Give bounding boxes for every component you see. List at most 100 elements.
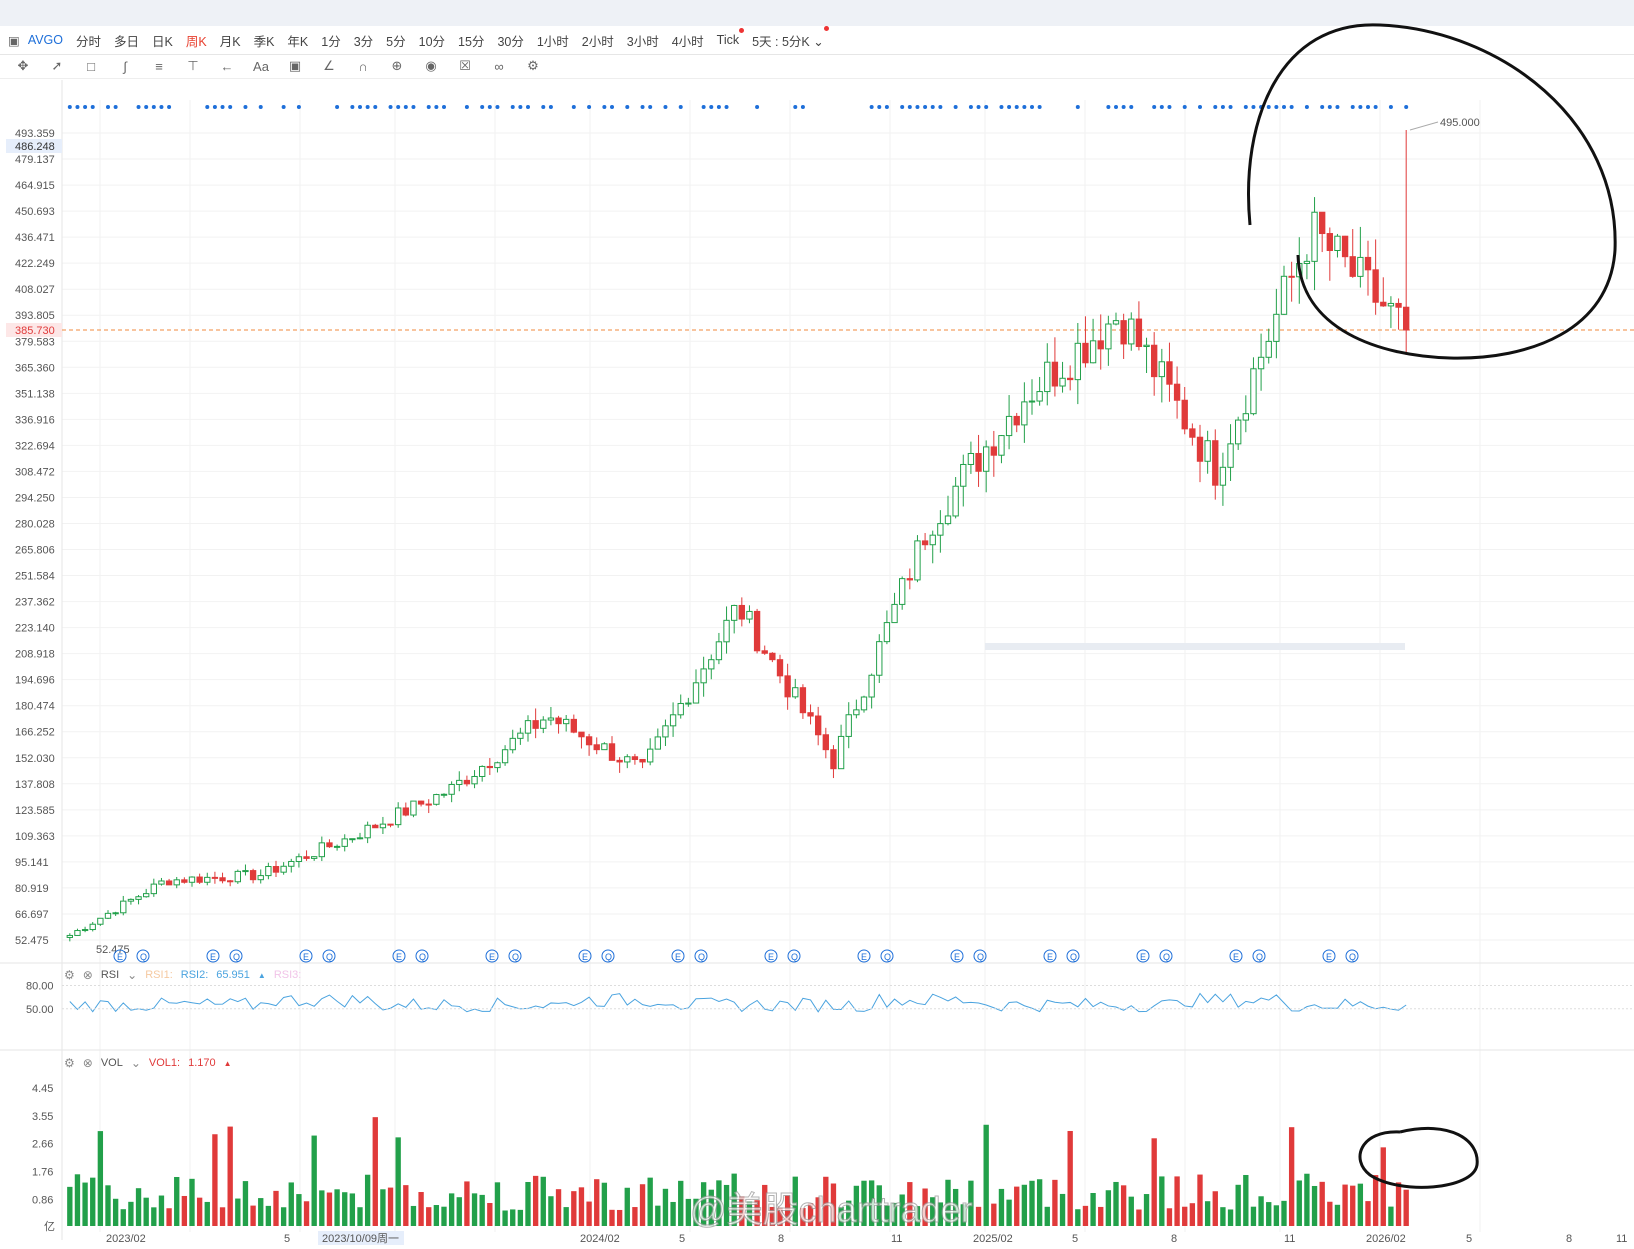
candle-body — [1089, 340, 1097, 364]
pattern-tool-icon[interactable]: ∫ — [123, 58, 127, 74]
period-tab[interactable]: 3分 — [353, 34, 374, 49]
period-tab[interactable]: 3小时 — [626, 34, 659, 49]
event-dot — [625, 105, 630, 109]
delete-icon[interactable]: ☒ — [459, 58, 471, 73]
event-dot — [335, 105, 340, 109]
earnings-q-letter: Q — [791, 952, 798, 962]
candle-body — [1349, 256, 1356, 277]
volume-bar — [189, 1178, 195, 1226]
period-tab-multiday[interactable]: 5天 : 5分K ⌄ — [752, 25, 829, 50]
candle-body — [1074, 342, 1081, 381]
fib-tool-icon[interactable]: ≡ — [155, 58, 163, 74]
chevron-down-icon[interactable]: ⌄ — [127, 968, 138, 982]
price-tick-label: 223.140 — [15, 623, 55, 635]
candle-body — [402, 807, 409, 816]
candle-body — [776, 659, 784, 677]
volume-bar — [1365, 1201, 1371, 1226]
candle-body — [1280, 275, 1288, 315]
magnet-icon[interactable]: ∩ — [358, 58, 368, 74]
move-icon[interactable]: ✥ — [17, 58, 29, 73]
link-icon[interactable]: ∞ — [494, 58, 504, 74]
event-dot — [877, 105, 882, 109]
candle-body — [1403, 306, 1410, 331]
period-tab[interactable]: 季K — [253, 34, 275, 49]
period-tab-active[interactable]: 周K — [185, 34, 207, 49]
volume-bar — [815, 1197, 821, 1226]
annotation-circle-small — [1358, 1126, 1479, 1189]
shape-tool-icon[interactable]: □ — [87, 58, 95, 74]
visibility-icon[interactable]: ◉ — [425, 58, 437, 73]
volume-bar — [968, 1180, 974, 1226]
candle-body — [1051, 361, 1059, 387]
period-tab[interactable]: 2小时 — [581, 34, 614, 49]
layout-icon[interactable]: ▣ — [8, 33, 20, 48]
period-tab[interactable]: 日K — [152, 34, 173, 49]
volume-bar — [1288, 1127, 1295, 1226]
volume-bar — [1334, 1204, 1341, 1226]
earnings-e-letter: E — [489, 952, 495, 962]
arrow-up-icon: ▲ — [223, 1058, 232, 1068]
candle-body — [845, 714, 852, 737]
candle-body — [532, 720, 539, 729]
gear-icon[interactable]: ⚙ — [64, 1056, 75, 1070]
candle-body — [914, 540, 921, 581]
period-tab[interactable]: 1分 — [321, 34, 341, 49]
candle-body — [1135, 318, 1143, 348]
candle-body — [341, 838, 348, 847]
period-tab[interactable]: 多日 — [114, 34, 140, 49]
period-tab[interactable]: 30分 — [497, 34, 524, 49]
close-icon[interactable]: ⊗ — [82, 968, 93, 982]
arrow-tool-icon[interactable]: ← — [220, 58, 234, 74]
lock-icon[interactable]: ⊕ — [391, 58, 403, 73]
volume-bar — [212, 1134, 218, 1226]
volume-bar — [311, 1135, 317, 1226]
volume-bar — [1327, 1201, 1333, 1226]
volume-bar — [571, 1191, 577, 1226]
candle-body — [1341, 235, 1349, 258]
period-tab[interactable]: 1小时 — [536, 34, 569, 49]
volume-bar — [1372, 1175, 1379, 1226]
volume-bar — [273, 1190, 279, 1226]
period-tab[interactable]: 10分 — [418, 34, 446, 49]
period-tab[interactable]: 年K — [287, 34, 309, 49]
volume-bar — [174, 1176, 180, 1226]
gear-icon[interactable]: ⚙ — [64, 968, 75, 982]
eraser-icon[interactable]: ∠ — [323, 58, 335, 73]
volume-bar — [1036, 1179, 1043, 1226]
period-tab[interactable]: 分时 — [76, 34, 102, 49]
line-tool-icon[interactable]: ➚ — [51, 58, 63, 73]
event-dot — [106, 105, 110, 109]
event-dot — [1404, 105, 1409, 109]
measure-tool-icon[interactable]: ⊤ — [187, 58, 199, 73]
period-tab[interactable]: 4小时 — [671, 34, 704, 49]
volume-bar — [158, 1195, 165, 1226]
candle-body — [81, 929, 89, 932]
event-dot — [144, 105, 149, 109]
volume-bar — [1388, 1206, 1394, 1226]
candle-body — [723, 619, 730, 643]
period-tab-tick[interactable]: Tick — [717, 28, 745, 47]
candle-body — [196, 876, 203, 883]
period-tab[interactable]: 15分 — [458, 34, 485, 49]
vol-tick-label: 2.66 — [32, 1139, 53, 1151]
period-tab[interactable]: 5分 — [386, 34, 406, 49]
time-tick-label: 2023/10/09周一 — [322, 1232, 399, 1245]
volume-bar — [655, 1205, 661, 1226]
settings-icon[interactable]: ⚙ — [527, 58, 539, 73]
candle-body — [112, 912, 119, 915]
volume-bar — [1204, 1201, 1211, 1226]
candle-body — [876, 641, 883, 676]
candle-body — [1013, 415, 1020, 426]
candle-body — [89, 923, 96, 931]
volume-bar — [517, 1209, 524, 1226]
symbol-label[interactable]: AVGO — [27, 33, 64, 47]
text-tool-icon[interactable]: Aa — [253, 58, 269, 74]
volume-bar — [586, 1201, 592, 1226]
comment-tool-icon[interactable]: ▣ — [288, 58, 302, 73]
close-icon[interactable]: ⊗ — [82, 1056, 93, 1070]
candle-body — [211, 876, 219, 879]
vol-tick-label: 0.86 — [32, 1194, 53, 1206]
chevron-down-icon[interactable]: ⌄ — [130, 1056, 141, 1070]
period-tab[interactable]: 月K — [219, 34, 241, 49]
